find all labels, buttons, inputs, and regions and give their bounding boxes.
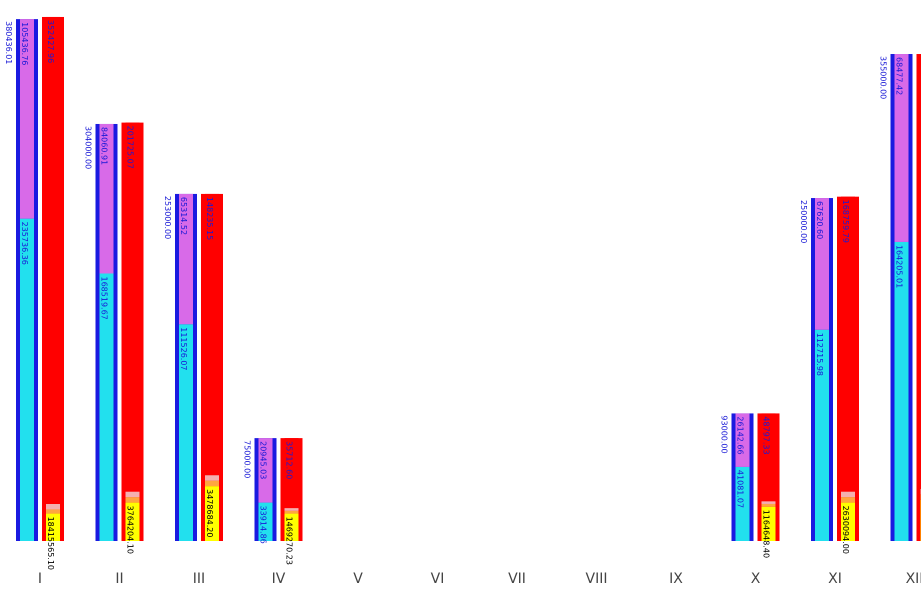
category-label-vii: VII [508,571,526,587]
category-label-xi: XI [828,571,842,587]
segment-value-label: 168519.67 [100,277,109,320]
bar-total-label: 304000.00 [84,126,93,169]
category-label-ii: II [115,571,123,587]
bar-segment [126,497,140,502]
segment-value-label: 1164648.40 [762,510,771,558]
segment-value-label: 201725.07 [126,126,135,169]
segment-value-label: 164205.01 [895,245,904,288]
segment-value-label: 3478684.20 [205,489,214,537]
segment-value-label: 35712.60 [285,441,294,479]
category-label-ix: IX [669,571,683,587]
bar-xii-right [917,54,921,541]
segment-value-label: 67620.60 [815,201,824,239]
category-label-iv: IV [272,571,286,587]
bar-segment [46,509,60,513]
bar-xii-left [891,54,913,541]
category-label-v: V [353,571,363,587]
bars-layer [16,17,921,541]
bar-ii-left [96,124,118,541]
bar-segment [205,475,219,480]
bar-segment [46,504,60,509]
category-label-viii: VIII [586,571,608,587]
segment-value-label: 65314.52 [179,197,188,235]
bar-ii-right [122,123,144,541]
segment-value-label: 352427.96 [46,20,55,63]
segment-value-label: 18415565.10 [46,517,55,570]
segment-value-label: 1469270.23 [285,517,294,565]
bar-total-label: 75000.00 [243,440,252,478]
bar-total-label: 355000.00 [879,56,888,99]
bar-segment [762,504,776,507]
bar-segment [285,508,299,511]
bar-segment [126,492,140,497]
segment-value-label: 26142.66 [736,416,745,454]
bar-segment [285,511,299,514]
category-labels: IIIIIIIVVVIVIIVIIIIXXXIXII [38,571,921,587]
bar-total-label: 250000.00 [799,200,808,243]
bar-segment [841,492,855,497]
bar-total-label: 93000.00 [720,415,729,453]
category-label-iii: III [193,571,205,587]
segment-value-label: 105436.76 [20,22,29,65]
segment-value-label: 33914.86 [259,506,268,544]
bar-segment [205,481,219,486]
bar-i-right [42,17,64,541]
bar-total-label: 380436.01 [4,21,13,64]
segment-value-label: 3764204.10 [126,506,135,554]
segment-value-label: 48797.33 [762,416,771,454]
category-label-i: I [38,571,42,587]
segment-value-label: 111526.07 [179,327,188,370]
bar-segment [841,497,855,502]
segment-value-label: 235736.36 [20,222,29,265]
category-label-vi: VI [431,571,445,587]
segment-value-label: 112715.98 [815,333,824,376]
segment-value-label: 41081.07 [736,470,745,508]
segment-value-label: 148235.15 [205,197,214,240]
bar-segment [126,123,140,492]
bar-segment [46,17,60,504]
bar-total-label: 253000.00 [163,196,172,239]
segment-value-label: 20945.03 [259,441,268,479]
bar-i-left [16,19,38,541]
segment-value-label: 84060.91 [100,127,109,165]
segment-value-label: 68477.42 [895,57,904,95]
category-label-xii: XII [906,571,921,587]
category-label-x: X [751,571,761,587]
bar-xi-right [837,197,859,541]
bar-segment [762,501,776,504]
segment-value-label: 2630094.00 [841,506,850,554]
segment-value-label: 168759.79 [841,200,850,243]
bar-segment [20,219,34,541]
bar-frame [917,54,921,541]
